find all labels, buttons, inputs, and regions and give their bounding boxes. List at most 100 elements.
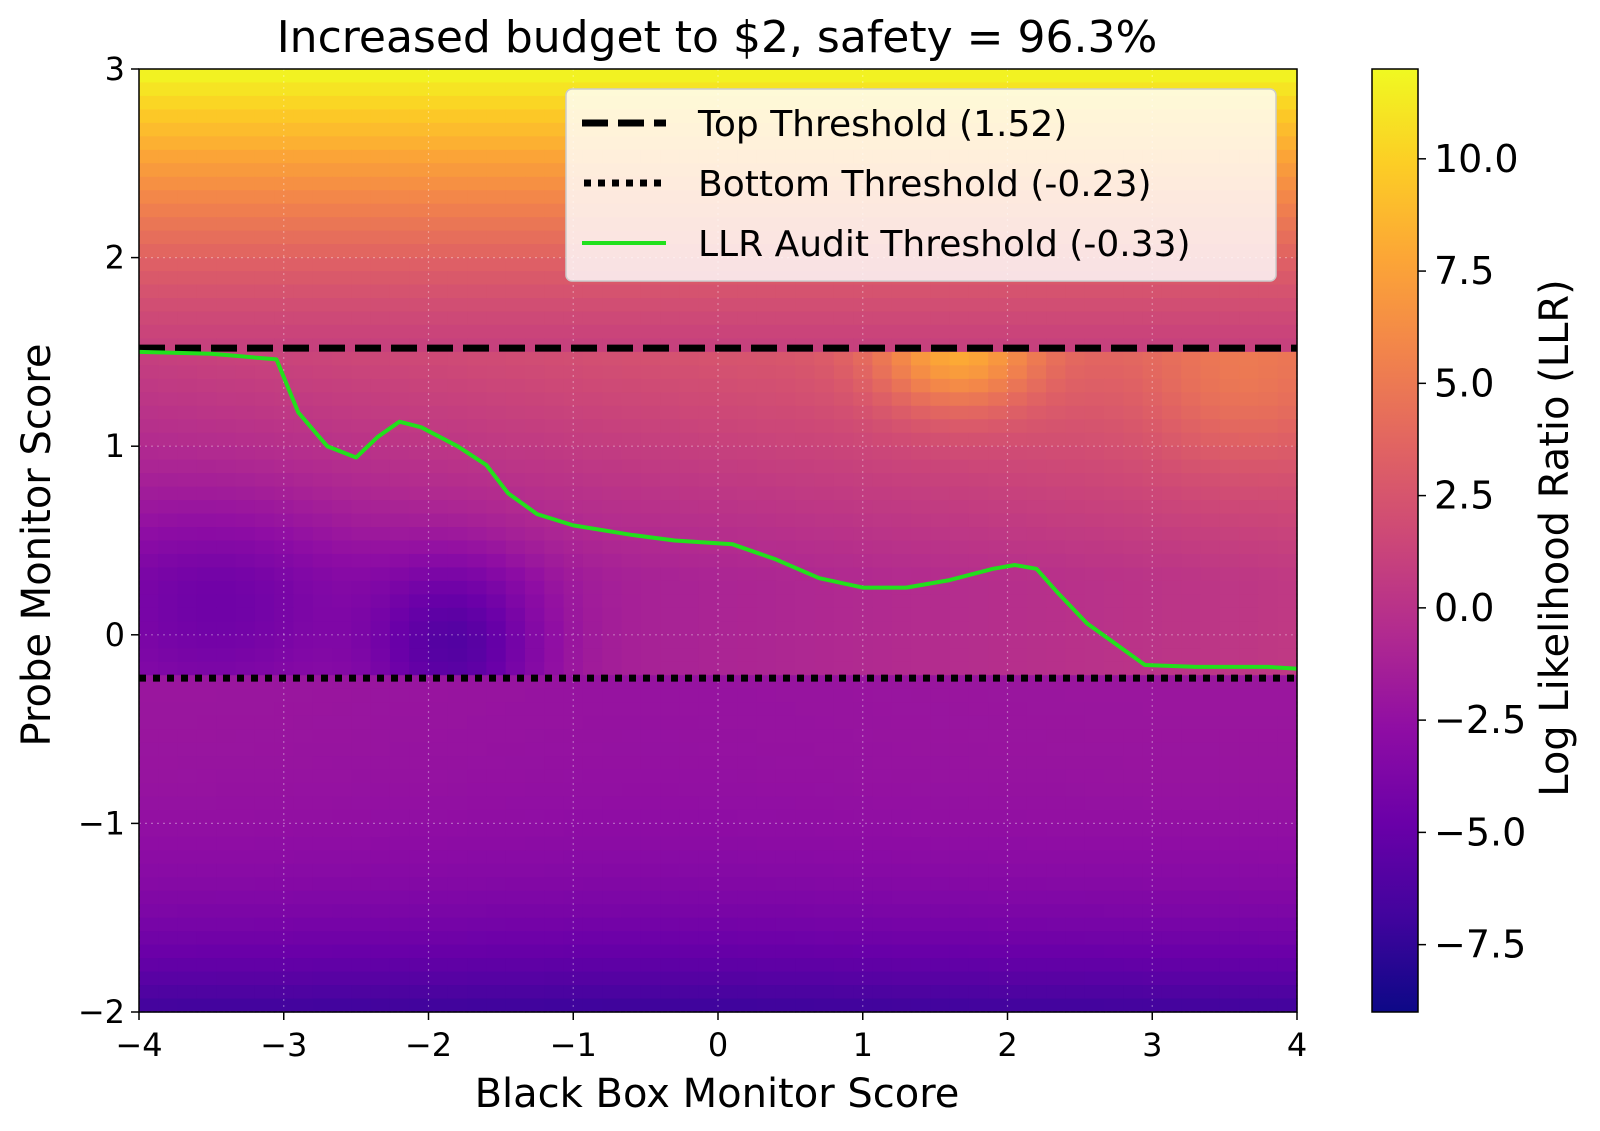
heatmap-cell <box>775 446 796 461</box>
heatmap-cell <box>254 836 275 851</box>
heatmap-cell <box>949 432 970 447</box>
heatmap-cell <box>158 432 179 447</box>
heatmap-cell <box>949 378 970 393</box>
heatmap-cell <box>988 486 1009 501</box>
heatmap-cell <box>370 634 391 649</box>
heatmap-cell <box>544 257 565 272</box>
heatmap-cell <box>640 324 661 340</box>
heatmap-cell <box>1046 931 1066 946</box>
y-axis-label: Probe Monitor Score <box>14 344 60 747</box>
heatmap-cell <box>1277 823 1298 838</box>
heatmap-cell <box>1200 553 1221 569</box>
heatmap-cell <box>312 648 333 663</box>
heatmap-cell <box>409 607 430 622</box>
heatmap-cell <box>274 917 294 932</box>
heatmap-cell <box>679 459 700 474</box>
heatmap-cell <box>660 553 680 569</box>
heatmap-cell <box>930 823 951 838</box>
heatmap-cell <box>158 634 179 649</box>
heatmap-cell <box>139 176 159 191</box>
heatmap-cell <box>1200 405 1221 420</box>
heatmap-cell <box>544 203 565 218</box>
heatmap-cell <box>1239 890 1259 905</box>
heatmap-cell <box>216 688 237 703</box>
heatmap-cell <box>718 971 738 986</box>
heatmap-cell <box>679 715 700 730</box>
heatmap-cell <box>640 904 661 919</box>
heatmap-cell <box>1104 998 1124 1013</box>
heatmap-cell <box>1007 527 1028 542</box>
heatmap-cell <box>621 432 642 447</box>
heatmap-cell <box>139 702 159 717</box>
heatmap-cell <box>351 836 372 851</box>
heatmap-cell <box>872 486 893 501</box>
heatmap-cell <box>293 648 314 663</box>
heatmap-cell <box>660 365 680 380</box>
heatmap-cell <box>621 365 642 380</box>
heatmap-cell <box>872 742 893 757</box>
heatmap-cell <box>775 998 796 1013</box>
heatmap-cell <box>235 122 256 137</box>
heatmap-cell <box>737 594 758 609</box>
heatmap-cell <box>447 109 468 124</box>
heatmap-cell <box>409 486 430 501</box>
heatmap-cell <box>158 473 179 488</box>
heatmap-cell <box>1239 782 1259 798</box>
heatmap-cell <box>621 311 642 326</box>
heatmap-cell <box>467 298 487 313</box>
heatmap-cell <box>640 351 661 366</box>
heatmap-cell <box>756 580 777 595</box>
heatmap-cell <box>139 284 159 299</box>
heatmap-cell <box>389 527 410 542</box>
heatmap-cell <box>737 405 758 420</box>
heatmap-cell <box>640 580 661 595</box>
heatmap-cell <box>525 324 545 340</box>
heatmap-cell <box>930 365 951 380</box>
heatmap-cell <box>640 553 661 569</box>
heatmap-cell <box>196 809 217 824</box>
heatmap-cell <box>679 351 700 366</box>
heatmap-cell <box>293 176 314 191</box>
heatmap-cell <box>254 971 275 986</box>
heatmap-cell <box>293 971 314 986</box>
heatmap-cell <box>872 432 893 447</box>
heatmap-cell <box>1181 365 1202 380</box>
heatmap-cell <box>949 324 970 340</box>
heatmap-cell <box>139 163 159 178</box>
heatmap-cell <box>1065 823 1086 838</box>
heatmap-cell <box>1123 836 1144 851</box>
heatmap-cell <box>505 473 526 488</box>
heatmap-cell <box>467 553 487 569</box>
heatmap-cell <box>467 122 487 137</box>
heatmap-cell <box>196 230 217 245</box>
heatmap-cell <box>718 917 738 932</box>
heatmap-cell <box>1123 527 1144 542</box>
heatmap-cell <box>351 527 372 542</box>
heatmap-cell <box>505 311 526 326</box>
heatmap-cell <box>139 95 159 111</box>
heatmap-cell <box>216 553 237 569</box>
heatmap-cell <box>1065 405 1086 420</box>
heatmap-cell <box>505 580 526 595</box>
heatmap-cell <box>544 486 565 501</box>
heatmap-cell <box>370 540 391 555</box>
heatmap-cell <box>293 203 314 218</box>
heatmap-cell <box>795 607 816 622</box>
heatmap-cell <box>1258 580 1279 595</box>
heatmap-cell <box>949 513 970 528</box>
heatmap-cell <box>872 836 893 851</box>
heatmap-cell <box>718 729 738 744</box>
heatmap-cell <box>737 863 758 878</box>
heatmap-cell <box>312 823 333 838</box>
heatmap-cell <box>1084 756 1105 771</box>
heatmap-cell <box>640 998 661 1013</box>
heatmap-cell <box>486 136 507 151</box>
heatmap-cell <box>968 378 989 393</box>
heatmap-cell <box>1007 985 1028 1000</box>
heatmap-cell <box>775 675 796 690</box>
heatmap-cell <box>775 904 796 919</box>
heatmap-cell <box>409 648 430 663</box>
heatmap-cell <box>872 459 893 474</box>
heatmap-cell <box>872 958 893 973</box>
heatmap-cell <box>1065 580 1086 595</box>
